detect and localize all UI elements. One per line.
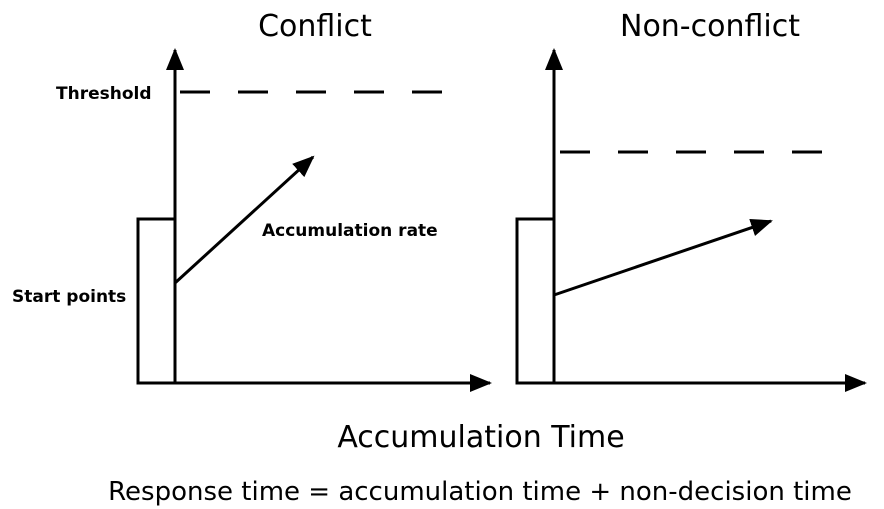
start-box — [515, 217, 556, 385]
nonconflict-panel — [515, 48, 867, 392]
rate-label: Accumulation rate — [262, 221, 438, 241]
accumulation-arrow — [553, 218, 773, 297]
start-label: Start points — [12, 287, 126, 307]
accumulation-arrow — [173, 155, 315, 285]
panel-title: Conflict — [258, 9, 372, 44]
panel-title: Non-conflict — [620, 9, 800, 44]
start-box — [136, 217, 177, 385]
threshold-label: Threshold — [56, 84, 152, 104]
formula: Response time = accumulation time + non-… — [108, 477, 852, 507]
conflict-panel — [136, 48, 492, 392]
x-axis-label: Accumulation Time — [337, 420, 624, 455]
